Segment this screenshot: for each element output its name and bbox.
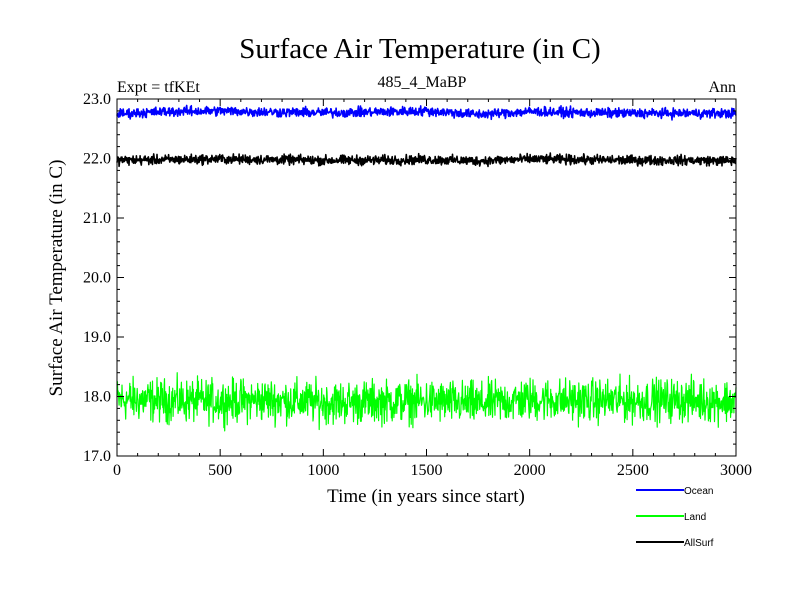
chart-subtitle: 485_4_MaBP	[378, 74, 467, 91]
x-tick-label: 2500	[617, 462, 649, 479]
legend-label-land: Land	[684, 512, 706, 523]
y-tick-label: 20.0	[83, 270, 111, 287]
experiment-label: Expt = tfKEt	[117, 79, 200, 96]
chart-title: Surface Air Temperature (in C)	[239, 33, 600, 65]
y-tick-label: 17.0	[83, 448, 111, 465]
legend-label-ocean: Ocean	[684, 486, 713, 497]
period-label: Ann	[708, 79, 736, 96]
y-axis-label: Surface Air Temperature (in C)	[46, 160, 67, 397]
y-tick-label: 18.0	[83, 389, 111, 406]
ticks-layer	[116, 98, 737, 457]
series-line-ocean	[116, 104, 737, 121]
x-tick-label: 2000	[514, 462, 546, 479]
y-tick-labels: 17.0 18.0 19.0 20.0 21.0 22.0 23.0	[83, 91, 111, 465]
legend: Ocean Land AllSurf	[636, 486, 714, 549]
series-line-allsurf	[116, 152, 737, 168]
x-tick-labels: 0 500 1000 1500 2000 2500 3000	[113, 462, 752, 479]
legend-label-allsurf: AllSurf	[684, 538, 714, 549]
series-line-land	[116, 372, 737, 432]
y-tick-label: 21.0	[83, 210, 111, 227]
x-tick-label: 1500	[411, 462, 443, 479]
series-layer	[116, 104, 737, 432]
x-tick-label: 0	[113, 462, 121, 479]
y-tick-label: 23.0	[83, 91, 111, 108]
x-axis-label: Time (in years since start)	[327, 486, 525, 507]
y-tick-label: 19.0	[83, 329, 111, 346]
x-tick-label: 1000	[307, 462, 339, 479]
y-tick-label: 22.0	[83, 151, 111, 168]
x-tick-label: 500	[208, 462, 232, 479]
x-tick-label: 3000	[720, 462, 752, 479]
